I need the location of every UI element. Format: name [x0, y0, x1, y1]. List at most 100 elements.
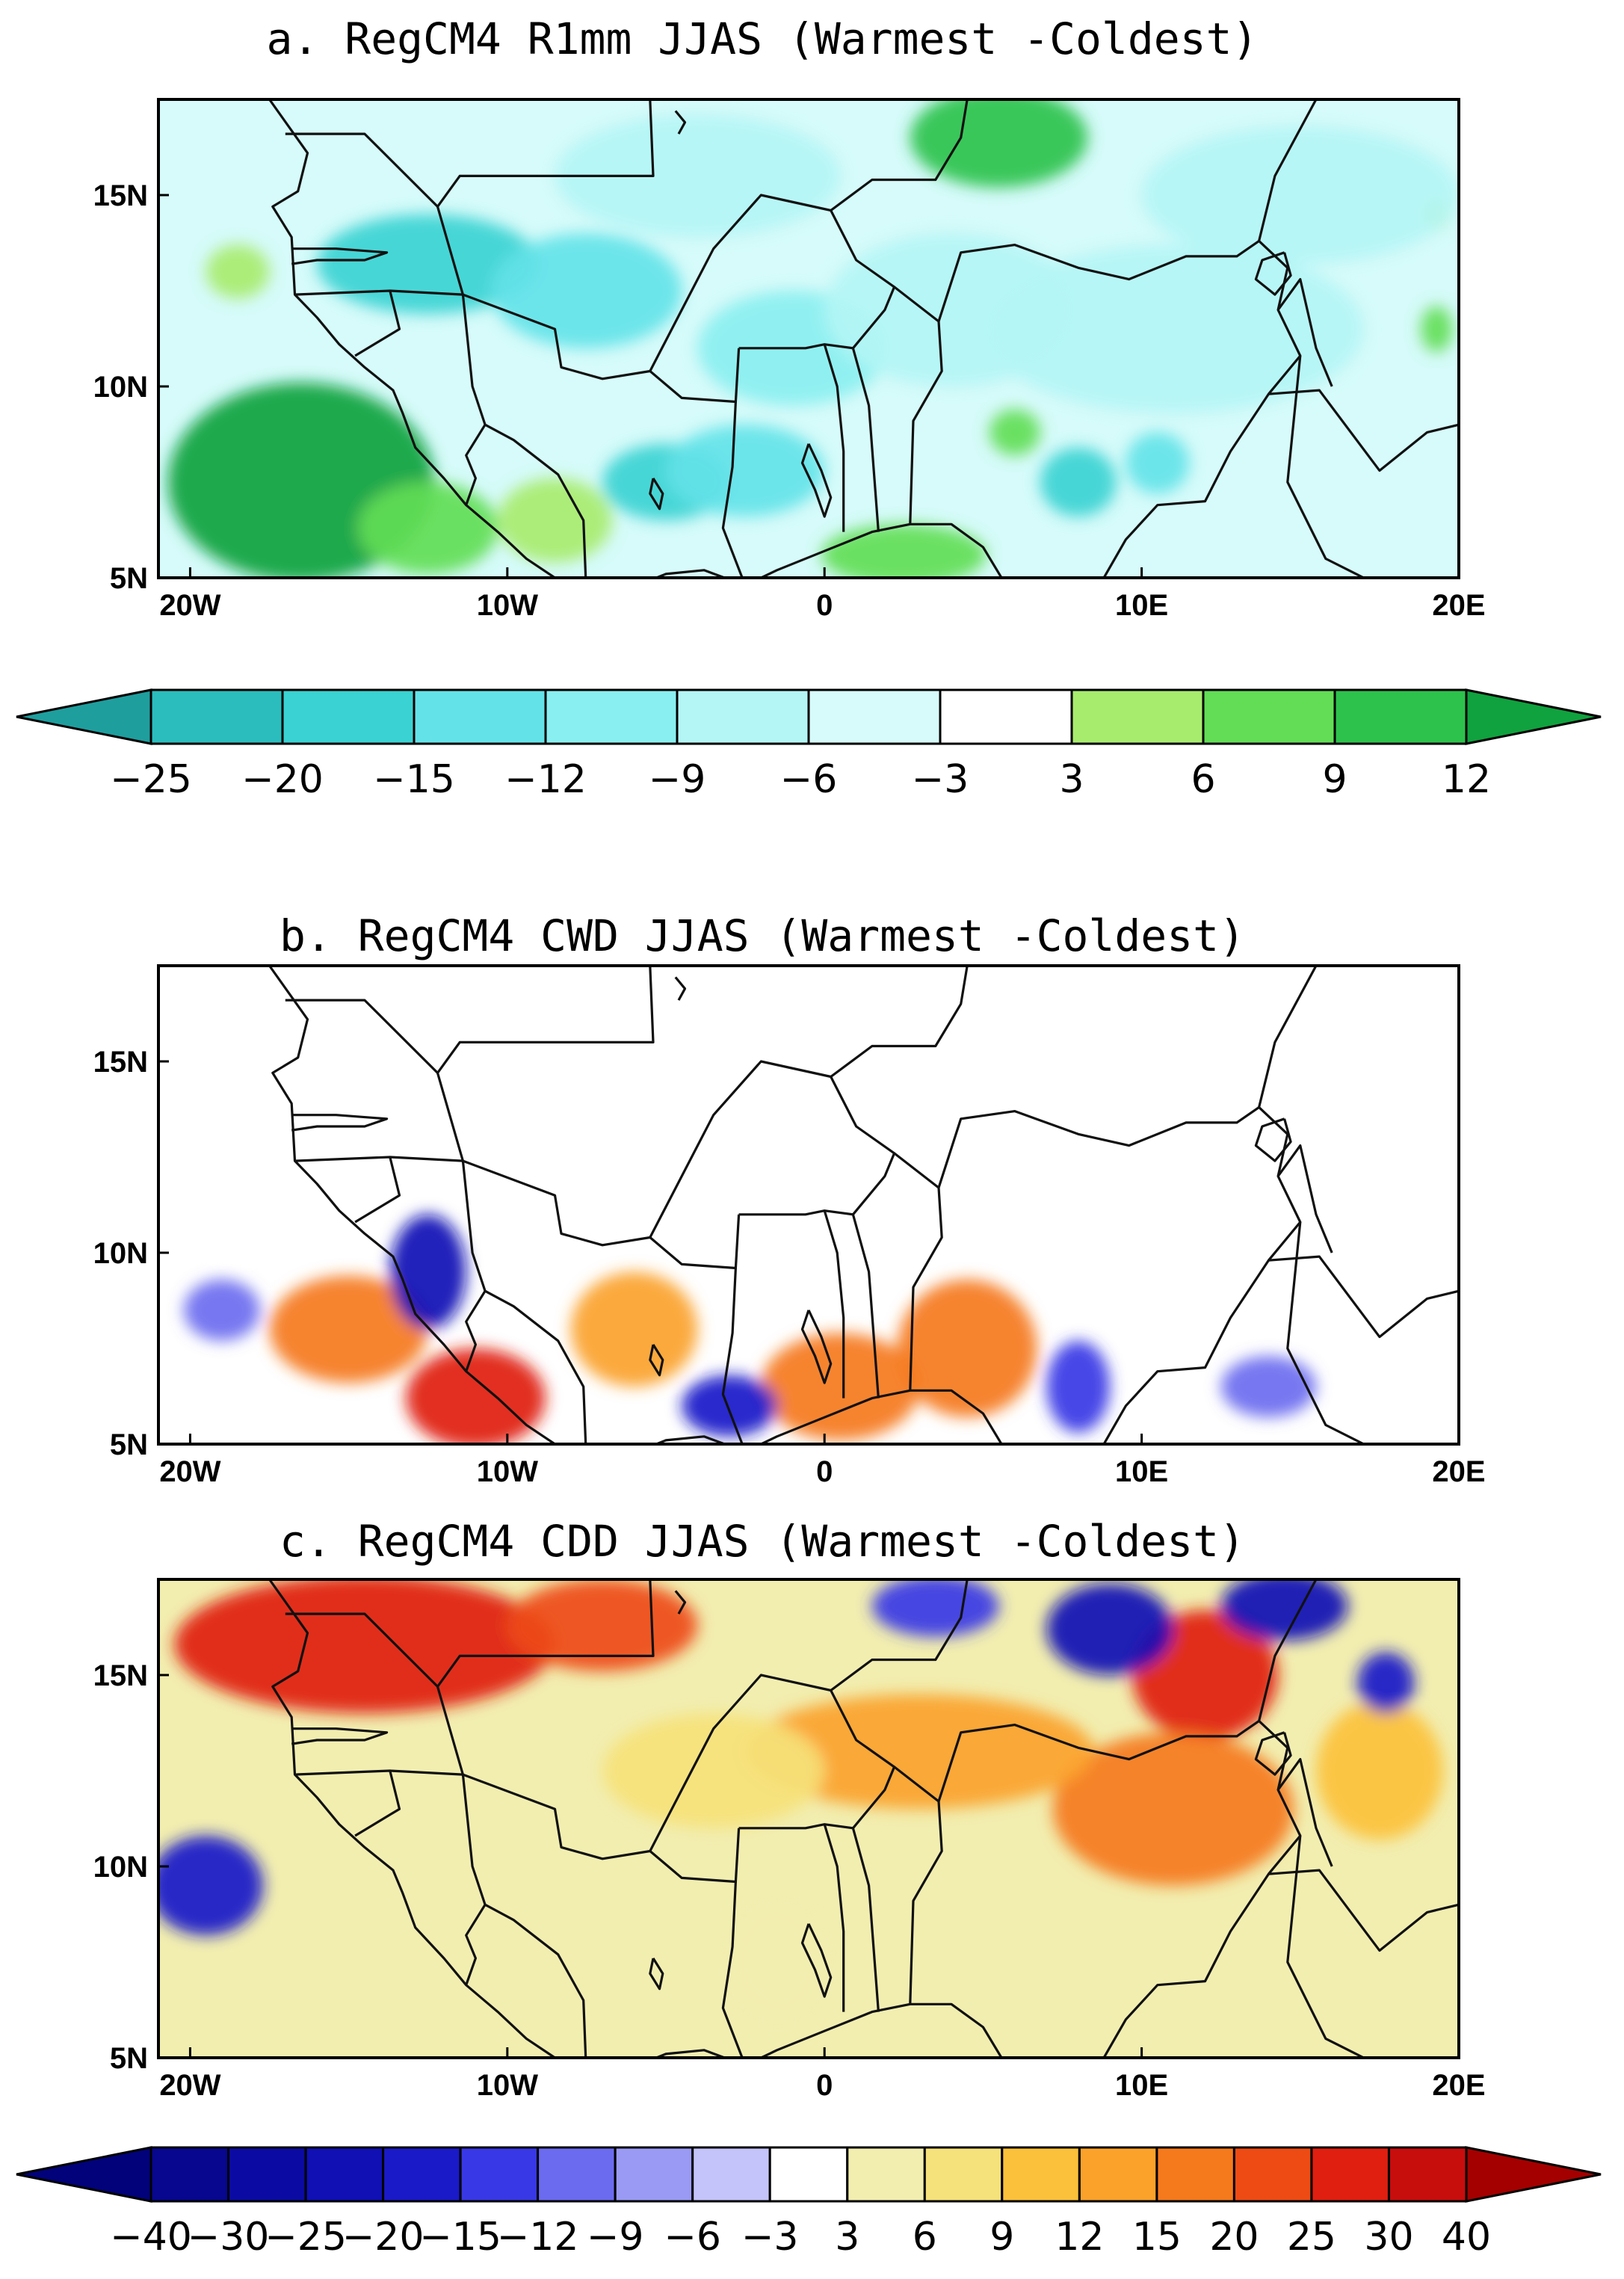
- country-border: [1102, 267, 1302, 578]
- country-border: [851, 1214, 880, 1398]
- colorbar-segment: [281, 688, 416, 745]
- lake-outline: [800, 1310, 833, 1384]
- lake-outline: [649, 478, 664, 511]
- panel-b-title: b. RegCM4 CWD JJAS (Warmest -Coldest): [280, 910, 1245, 961]
- colorbar-segment: [149, 2146, 229, 2203]
- lake-outline: [649, 1958, 664, 1990]
- country-border: [1258, 1579, 1318, 1721]
- colorbar-segment: [923, 2146, 1004, 2203]
- colorbar-label: 6: [1191, 757, 1215, 802]
- x-tick-label: 20E: [1432, 2069, 1485, 2102]
- coastline: [268, 99, 1003, 578]
- y-tick-label: 5N: [110, 2042, 148, 2075]
- y-tick-label: 10N: [93, 1851, 148, 1884]
- country-border: [1102, 1747, 1302, 2058]
- country-border: [285, 132, 464, 296]
- field-region: [1357, 1652, 1415, 1714]
- colorbar-label: −6: [780, 757, 838, 802]
- colorbar-segment: [537, 2146, 617, 2203]
- x-tick-label: 20E: [1432, 589, 1485, 622]
- y-tick-label: 15N: [93, 179, 148, 212]
- field-region: [498, 478, 612, 563]
- y-tick-label: 5N: [110, 562, 148, 595]
- country-border: [649, 194, 896, 372]
- colorbar-label: −30: [188, 2215, 270, 2260]
- country-border: [291, 1114, 389, 1132]
- country-border: [851, 1828, 880, 2012]
- y-tick-label: 10N: [93, 371, 148, 404]
- colorbar-arrow-low: [16, 2146, 152, 2203]
- colorbar-segment: [1001, 2146, 1081, 2203]
- country-border: [436, 966, 655, 1074]
- country-border: [649, 1060, 896, 1239]
- colorbar-label: −25: [110, 757, 192, 802]
- field-region: [824, 233, 1078, 386]
- colorbar-label: −3: [912, 757, 969, 802]
- field-region: [1141, 126, 1459, 265]
- country-border: [1286, 355, 1365, 578]
- x-tick-label: 20E: [1432, 1455, 1485, 1488]
- colorbar-segment: [227, 2146, 307, 2203]
- country-border: [823, 1210, 845, 1398]
- field-region: [729, 1905, 825, 2020]
- colorbar-c: −40−30−25−20−15−12 −9 −6 −3 3 6 9 12 15 20 25 30 40: [16, 2146, 1602, 2260]
- lake-outline: [1254, 1117, 1292, 1162]
- field-region: [910, 99, 1088, 188]
- country-border: [462, 1773, 741, 1884]
- country-border: [291, 1727, 389, 1745]
- lake-outline: [1254, 1731, 1292, 1776]
- colorbar-segment: [382, 2146, 462, 2203]
- country-border: [1286, 1835, 1365, 2058]
- colorbar-label: 12: [1055, 2215, 1104, 2260]
- colorbar-label: 9: [989, 2215, 1014, 2260]
- colorbar-segment: [1388, 2146, 1468, 2203]
- field-region: [1052, 1732, 1294, 1886]
- panel-b-frame: [157, 964, 1460, 1446]
- colorbar-label: 40: [1442, 2215, 1491, 2260]
- colorbar-label: 3: [1059, 757, 1084, 802]
- colorbar-arrow-high: [1465, 2146, 1602, 2203]
- country-border: [721, 1268, 744, 1444]
- country-border: [1258, 99, 1318, 241]
- country-border: [893, 286, 943, 525]
- field-region: [174, 1579, 555, 1714]
- field-region: [897, 1279, 1037, 1418]
- colorbar-label: −9: [587, 2215, 644, 2260]
- field-region: [1126, 432, 1190, 494]
- country-border: [436, 99, 655, 208]
- lake-outline: [1254, 251, 1292, 296]
- lake-outline: [674, 110, 687, 135]
- field-region: [358, 482, 498, 574]
- x-tick-label: 10E: [1115, 589, 1168, 622]
- country-border: [354, 1770, 401, 1837]
- country-border: [291, 247, 389, 265]
- field-region: [184, 1279, 260, 1341]
- field-region: [1220, 1579, 1348, 1641]
- colorbar-segment: [544, 688, 679, 745]
- country-border: [1276, 1758, 1333, 1867]
- colorbar-segment: [1070, 688, 1205, 745]
- colorbar-label: −3: [741, 2215, 799, 2260]
- country-border: [649, 1674, 896, 1852]
- x-tick-label: 10E: [1115, 1455, 1168, 1488]
- colorbar-arrow-low: [16, 688, 152, 745]
- country-border: [1102, 1133, 1302, 1444]
- country-border: [1268, 389, 1459, 472]
- field-region: [682, 1375, 777, 1437]
- y-tick-label: 10N: [93, 1237, 148, 1270]
- colorbar-segment: [1333, 688, 1468, 745]
- country-border: [461, 1774, 487, 1986]
- country-border: [461, 1160, 487, 1372]
- field-region: [666, 425, 825, 516]
- colorbar-segment: [768, 2146, 849, 2203]
- country-border: [1286, 1221, 1365, 1444]
- country-border: [721, 1881, 744, 2058]
- country-border: [823, 1824, 845, 2012]
- field-region: [1040, 447, 1117, 517]
- y-tick-label: 5N: [110, 1428, 148, 1461]
- field-region: [602, 1713, 825, 1828]
- country-border: [462, 1159, 741, 1270]
- country-border: [893, 1765, 943, 2005]
- colorbar-segment: [1155, 2146, 1235, 2203]
- field-region: [507, 1579, 698, 1671]
